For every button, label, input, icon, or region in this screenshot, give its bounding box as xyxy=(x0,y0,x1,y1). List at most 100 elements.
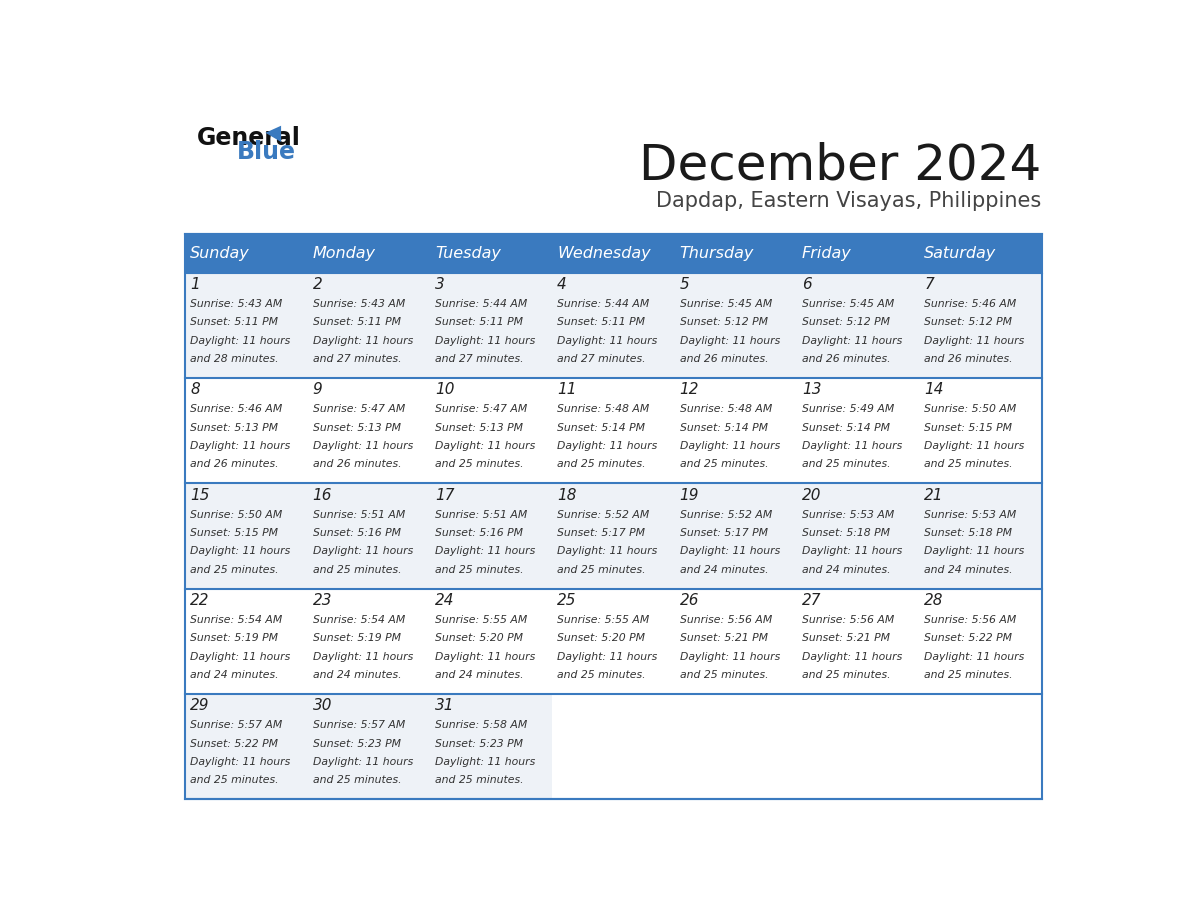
Text: Sunset: 5:11 PM: Sunset: 5:11 PM xyxy=(435,318,523,328)
Bar xyxy=(920,588,1042,694)
Bar xyxy=(185,234,1042,800)
Text: Daylight: 11 hours: Daylight: 11 hours xyxy=(557,336,657,346)
Text: Daylight: 11 hours: Daylight: 11 hours xyxy=(680,546,779,556)
Text: Sunrise: 5:51 AM: Sunrise: 5:51 AM xyxy=(435,509,527,520)
Text: Sunrise: 5:50 AM: Sunrise: 5:50 AM xyxy=(190,509,283,520)
Text: Daylight: 11 hours: Daylight: 11 hours xyxy=(680,652,779,662)
Text: Friday: Friday xyxy=(802,246,852,261)
Bar xyxy=(675,588,797,694)
Text: Sunrise: 5:54 AM: Sunrise: 5:54 AM xyxy=(190,615,283,625)
Text: 23: 23 xyxy=(312,593,331,608)
Text: Sunset: 5:20 PM: Sunset: 5:20 PM xyxy=(557,633,645,644)
Text: 14: 14 xyxy=(924,382,943,397)
Text: 7: 7 xyxy=(924,277,934,292)
Bar xyxy=(920,378,1042,484)
Text: and 24 minutes.: and 24 minutes. xyxy=(435,670,524,680)
Bar xyxy=(185,588,308,694)
Text: Sunset: 5:15 PM: Sunset: 5:15 PM xyxy=(924,422,1012,432)
Text: and 25 minutes.: and 25 minutes. xyxy=(680,670,769,680)
Bar xyxy=(308,234,430,273)
Text: Daylight: 11 hours: Daylight: 11 hours xyxy=(190,757,291,767)
Text: 18: 18 xyxy=(557,487,576,503)
Text: Sunrise: 5:46 AM: Sunrise: 5:46 AM xyxy=(190,404,283,414)
Text: Sunset: 5:11 PM: Sunset: 5:11 PM xyxy=(312,318,400,328)
Text: Sunset: 5:20 PM: Sunset: 5:20 PM xyxy=(435,633,523,644)
Text: Daylight: 11 hours: Daylight: 11 hours xyxy=(435,441,535,451)
Text: and 26 minutes.: and 26 minutes. xyxy=(680,354,769,364)
Text: Daylight: 11 hours: Daylight: 11 hours xyxy=(312,652,412,662)
Text: Daylight: 11 hours: Daylight: 11 hours xyxy=(802,652,902,662)
Text: 13: 13 xyxy=(802,382,821,397)
Bar xyxy=(797,273,920,378)
Text: 8: 8 xyxy=(190,382,200,397)
Text: and 26 minutes.: and 26 minutes. xyxy=(190,459,279,469)
Bar xyxy=(675,273,797,378)
Bar xyxy=(308,378,430,484)
Text: 24: 24 xyxy=(435,593,454,608)
Text: Sunrise: 5:56 AM: Sunrise: 5:56 AM xyxy=(924,615,1017,625)
Bar xyxy=(308,484,430,588)
Bar xyxy=(675,234,797,273)
Bar xyxy=(430,694,552,800)
Text: Sunrise: 5:56 AM: Sunrise: 5:56 AM xyxy=(802,615,895,625)
Bar xyxy=(797,588,920,694)
Bar xyxy=(308,588,430,694)
Text: and 25 minutes.: and 25 minutes. xyxy=(435,565,524,575)
Text: Daylight: 11 hours: Daylight: 11 hours xyxy=(435,336,535,346)
Text: Sunset: 5:18 PM: Sunset: 5:18 PM xyxy=(924,528,1012,538)
Bar xyxy=(430,588,552,694)
Text: December 2024: December 2024 xyxy=(639,142,1042,190)
Text: Sunset: 5:19 PM: Sunset: 5:19 PM xyxy=(190,633,278,644)
Text: Sunrise: 5:57 AM: Sunrise: 5:57 AM xyxy=(312,721,405,730)
Text: 16: 16 xyxy=(312,487,331,503)
Text: Sunrise: 5:43 AM: Sunrise: 5:43 AM xyxy=(190,299,283,308)
Text: Daylight: 11 hours: Daylight: 11 hours xyxy=(190,441,291,451)
Text: Sunday: Sunday xyxy=(190,246,249,261)
Bar xyxy=(920,484,1042,588)
Text: and 28 minutes.: and 28 minutes. xyxy=(190,354,279,364)
Bar xyxy=(430,378,552,484)
Text: Sunset: 5:13 PM: Sunset: 5:13 PM xyxy=(435,422,523,432)
Text: Daylight: 11 hours: Daylight: 11 hours xyxy=(557,441,657,451)
Bar xyxy=(552,588,675,694)
Text: Daylight: 11 hours: Daylight: 11 hours xyxy=(924,652,1024,662)
Text: Daylight: 11 hours: Daylight: 11 hours xyxy=(312,441,412,451)
Text: Dapdap, Eastern Visayas, Philippines: Dapdap, Eastern Visayas, Philippines xyxy=(656,192,1042,211)
Text: Sunset: 5:23 PM: Sunset: 5:23 PM xyxy=(312,739,400,748)
Bar xyxy=(185,484,308,588)
Text: Sunrise: 5:45 AM: Sunrise: 5:45 AM xyxy=(802,299,895,308)
Text: Sunrise: 5:46 AM: Sunrise: 5:46 AM xyxy=(924,299,1017,308)
Bar xyxy=(430,484,552,588)
Text: and 24 minutes.: and 24 minutes. xyxy=(680,565,769,575)
Text: Sunset: 5:13 PM: Sunset: 5:13 PM xyxy=(190,422,278,432)
Text: and 27 minutes.: and 27 minutes. xyxy=(557,354,646,364)
Text: and 25 minutes.: and 25 minutes. xyxy=(190,776,279,785)
Text: Daylight: 11 hours: Daylight: 11 hours xyxy=(924,441,1024,451)
Bar xyxy=(185,273,308,378)
Text: Sunset: 5:12 PM: Sunset: 5:12 PM xyxy=(680,318,767,328)
Text: and 25 minutes.: and 25 minutes. xyxy=(802,459,891,469)
Text: 22: 22 xyxy=(190,593,210,608)
Text: Daylight: 11 hours: Daylight: 11 hours xyxy=(557,546,657,556)
Bar xyxy=(185,694,308,800)
Text: Sunrise: 5:55 AM: Sunrise: 5:55 AM xyxy=(557,615,650,625)
Bar xyxy=(797,378,920,484)
Text: Sunrise: 5:47 AM: Sunrise: 5:47 AM xyxy=(435,404,527,414)
Text: Blue: Blue xyxy=(236,140,296,163)
Text: Sunrise: 5:57 AM: Sunrise: 5:57 AM xyxy=(190,721,283,730)
Text: 17: 17 xyxy=(435,487,454,503)
Text: Sunset: 5:16 PM: Sunset: 5:16 PM xyxy=(312,528,400,538)
Text: Sunrise: 5:47 AM: Sunrise: 5:47 AM xyxy=(312,404,405,414)
Text: Daylight: 11 hours: Daylight: 11 hours xyxy=(802,441,902,451)
Text: 26: 26 xyxy=(680,593,699,608)
Text: and 24 minutes.: and 24 minutes. xyxy=(312,670,402,680)
Text: Sunset: 5:16 PM: Sunset: 5:16 PM xyxy=(435,528,523,538)
Text: and 27 minutes.: and 27 minutes. xyxy=(312,354,402,364)
Text: and 24 minutes.: and 24 minutes. xyxy=(802,565,891,575)
Text: Sunset: 5:21 PM: Sunset: 5:21 PM xyxy=(680,633,767,644)
Text: and 25 minutes.: and 25 minutes. xyxy=(924,459,1013,469)
Text: Sunrise: 5:45 AM: Sunrise: 5:45 AM xyxy=(680,299,772,308)
Text: Sunrise: 5:48 AM: Sunrise: 5:48 AM xyxy=(557,404,650,414)
Text: Sunset: 5:14 PM: Sunset: 5:14 PM xyxy=(557,422,645,432)
Text: and 25 minutes.: and 25 minutes. xyxy=(924,670,1013,680)
